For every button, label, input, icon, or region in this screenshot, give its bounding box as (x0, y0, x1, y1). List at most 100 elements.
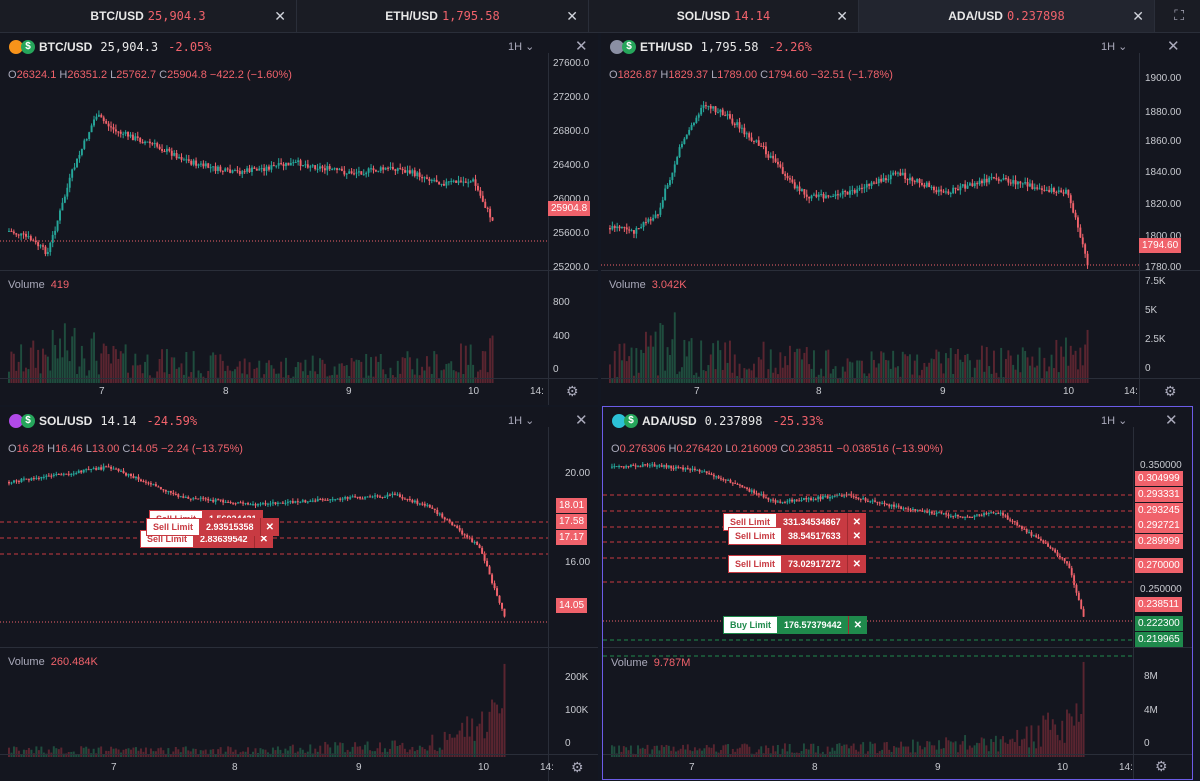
chart-panel-btc[interactable]: $ BTC/USD 25,904.3 -2.05% 1H ⌄ ✕ O26324.… (0, 33, 598, 405)
candle (377, 170, 380, 173)
order-buy-limit[interactable]: Buy Limit 176.57379442 ✕ (723, 616, 867, 634)
candle (362, 169, 365, 176)
candle (620, 466, 623, 468)
candle (1077, 590, 1080, 601)
candle (1012, 175, 1015, 187)
timeframe-select[interactable]: 1H ⌄ (508, 41, 535, 53)
order-sell-limit[interactable]: Sell Limit 73.02917272 ✕ (728, 555, 866, 573)
close-icon[interactable]: ✕ (274, 8, 286, 24)
candlestick-chart[interactable] (603, 427, 1133, 757)
order-sell-limit[interactable]: Sell Limit 2.93515358 ✕ (146, 518, 279, 536)
candle (68, 173, 71, 193)
fullscreen-icon[interactable]: ⛶ (1174, 7, 1184, 23)
volume-bar (938, 740, 940, 757)
volume-bar (724, 342, 727, 383)
time-axis-label: 8 (223, 386, 229, 397)
candle (124, 130, 127, 137)
volume-bar (341, 743, 344, 757)
close-icon[interactable]: ✕ (259, 518, 279, 536)
price-axis-label: 27600.0 (553, 58, 590, 69)
volume-bar (781, 748, 784, 757)
close-icon[interactable]: ✕ (566, 8, 578, 24)
order-sell-limit[interactable]: Sell Limit 331.34534867 ✕ (723, 513, 866, 531)
candle (57, 473, 60, 475)
volume-legend: Volume 3.042K (609, 279, 687, 291)
candle (990, 173, 993, 181)
timeframe-select[interactable]: 1H ⌄ (1101, 415, 1128, 427)
candlestick-chart[interactable] (601, 53, 1139, 383)
candlestick-chart[interactable] (0, 53, 548, 383)
tab-btc[interactable]: BTC/USD 25,904.3 ✕ (0, 0, 297, 32)
close-icon[interactable]: ✕ (575, 38, 588, 55)
order-sell-limit[interactable]: Sell Limit 38.54517633 ✕ (728, 527, 866, 545)
close-icon[interactable]: ✕ (846, 513, 866, 531)
volume-bar (660, 745, 663, 757)
candle (637, 228, 640, 230)
candlestick-chart[interactable] (0, 427, 548, 757)
timeframe-select[interactable]: 1H ⌄ (1101, 41, 1128, 53)
candle (348, 168, 351, 174)
volume-bar (25, 749, 28, 757)
volume-bar (80, 746, 83, 757)
candle (632, 463, 635, 466)
volume-bar (379, 742, 382, 757)
volume-bar (440, 370, 443, 383)
gear-icon[interactable]: ⚙ (571, 759, 584, 775)
volume-bar (204, 749, 207, 757)
volume-bar (913, 360, 916, 383)
panel-header: $ BTC/USD 25,904.3 -2.05% (8, 39, 212, 55)
chart-panel-sol[interactable]: $ SOL/USD 14.14 -24.59% 1H ⌄ ✕ O16.28 H1… (0, 407, 598, 781)
close-icon[interactable]: ✕ (1167, 38, 1180, 55)
volume-bar (389, 367, 392, 383)
ohlc-open: 0.276306 (619, 443, 666, 455)
candle (157, 485, 160, 488)
close-icon[interactable]: ✕ (836, 8, 848, 24)
volume-bar (1066, 709, 1068, 757)
volume-bar (893, 746, 895, 757)
volume-bar (786, 365, 789, 383)
candle (635, 226, 638, 239)
volume-bar (209, 355, 212, 383)
gear-icon[interactable]: ⚙ (566, 383, 579, 399)
candle (331, 496, 334, 502)
candle (464, 178, 467, 184)
candle (669, 177, 671, 187)
candle (652, 214, 655, 222)
close-icon[interactable]: ✕ (575, 412, 588, 429)
candle (72, 470, 75, 477)
chart-panel-ada[interactable]: $ ADA/USD 0.237898 -25.33% 1H ⌄ ✕ O0.276… (602, 406, 1193, 780)
candle (748, 131, 751, 141)
gear-icon[interactable]: ⚙ (1164, 383, 1177, 399)
close-icon[interactable]: ✕ (846, 555, 866, 573)
candle (796, 184, 799, 192)
tab-sol[interactable]: SOL/USD 14.14 ✕ (589, 0, 859, 32)
panel-change: -2.26% (768, 40, 812, 54)
close-icon[interactable]: ✕ (1165, 412, 1178, 429)
candle (114, 124, 117, 135)
candle (120, 469, 123, 472)
gear-icon[interactable]: ⚙ (1155, 758, 1168, 774)
candle (501, 602, 504, 611)
close-icon[interactable]: ✕ (847, 616, 867, 634)
candle (627, 465, 630, 469)
close-icon[interactable]: ✕ (1132, 8, 1144, 24)
volume-bar (453, 737, 456, 757)
volume-bar (875, 367, 878, 383)
tab-eth[interactable]: ETH/USD 1,795.58 ✕ (297, 0, 589, 32)
panel-change: -24.59% (146, 414, 198, 428)
chart-panel-eth[interactable]: $ ETH/USD 1,795.58 -2.26% 1H ⌄ ✕ O1826.8… (601, 33, 1200, 405)
candle (195, 157, 198, 169)
volume-axis-label: 0 (1145, 363, 1151, 374)
volume-bar (214, 354, 217, 383)
candle (459, 177, 462, 184)
tab-ada[interactable]: ADA/USD 0.237898 ✕ (859, 0, 1155, 32)
candle (161, 144, 164, 153)
volume-bar (461, 722, 464, 757)
close-icon[interactable]: ✕ (846, 527, 866, 545)
volume-bar (486, 731, 489, 757)
candle (767, 497, 770, 503)
candle (360, 171, 363, 175)
volume-bar (270, 365, 273, 383)
timeframe-select[interactable]: 1H ⌄ (508, 415, 535, 427)
price-axis-label: 16.00 (565, 557, 591, 568)
